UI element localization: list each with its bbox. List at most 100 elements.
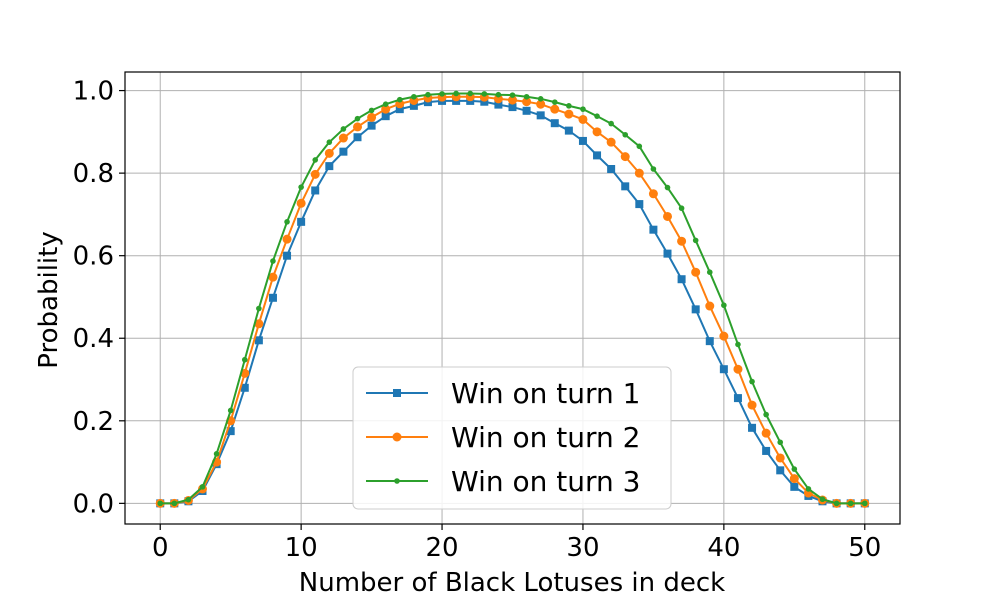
series-3-point [453, 90, 459, 97]
y-tick-label: 0.4 [73, 324, 114, 354]
series-1-point [311, 186, 320, 195]
series-3-point [692, 237, 699, 244]
series-3-point [270, 258, 276, 264]
y-axis-ticks: 0.0 0.2 0.4 0.6 0.8 1.0 [73, 77, 125, 519]
y-tick-label: 0.0 [73, 489, 114, 519]
series-1-point [395, 105, 404, 114]
series-3-point [241, 356, 248, 363]
series-3-point [566, 103, 572, 109]
series-3-point [664, 184, 671, 191]
series-1-point [635, 200, 644, 209]
series-1-point [283, 251, 292, 260]
legend-label: Win on turn 3 [451, 465, 640, 498]
series-3-point [396, 96, 403, 103]
x-axis-label: Number of Black Lotuses in deck [299, 568, 725, 598]
series-3-point [157, 500, 164, 507]
legend-label: Win on turn 1 [451, 377, 640, 410]
series-1-point [691, 305, 700, 314]
series-3-point [284, 219, 290, 225]
series-3-point [551, 99, 558, 105]
legend-swatch-marker [393, 389, 401, 397]
series-1-point [339, 147, 348, 156]
series-3-point [847, 500, 854, 507]
series-1-point [550, 119, 559, 128]
series-2-point [691, 267, 701, 277]
series-1-point [297, 217, 306, 226]
legend-swatch-marker [392, 432, 402, 442]
legend-item-1: Win on turn 1 [366, 377, 640, 410]
series-1-point [593, 151, 602, 160]
series-2-point [719, 331, 729, 341]
series-3-point [199, 484, 206, 490]
series-1-point [705, 337, 714, 346]
series-1-point [254, 336, 263, 345]
x-tick-label: 40 [707, 533, 740, 563]
series-1-point [607, 165, 616, 174]
series-3-point [213, 451, 220, 457]
y-tick-label: 0.8 [73, 159, 114, 189]
series-2-point [508, 95, 517, 105]
series-1-point [621, 182, 630, 191]
series-2-point [747, 400, 757, 410]
series-1-point [733, 394, 742, 403]
legend-swatch-marker [394, 478, 400, 484]
plot-frame [124, 71, 901, 525]
series-1-point [762, 446, 771, 455]
series-3-point [368, 107, 375, 114]
series-2-point [310, 169, 320, 179]
series-1-point [748, 423, 757, 432]
series-2-point [677, 236, 687, 246]
series-2-point [663, 211, 672, 221]
series-3-point [791, 466, 798, 472]
series-3-point [523, 93, 530, 100]
series-1-point [226, 427, 235, 436]
series-2-point [648, 189, 658, 199]
series-3-point [636, 143, 643, 150]
series-group [155, 90, 870, 508]
series-3-point [298, 184, 304, 190]
series-1-point [536, 111, 545, 120]
series-3-point [763, 411, 769, 418]
legend-item-2: Win on turn 2 [366, 421, 640, 454]
series-3-point [185, 496, 192, 503]
series-3-point [735, 341, 741, 348]
series-1-point [578, 136, 587, 145]
series-3-point [326, 139, 333, 145]
series-3-point [171, 500, 178, 507]
legend: Win on turn 1 Win on turn 2 Win on turn 3 [352, 366, 672, 510]
series-1-point [367, 121, 376, 130]
series-3-point [439, 91, 445, 97]
series-2-point [592, 127, 602, 137]
legend-item-3: Win on turn 3 [366, 465, 640, 498]
series-1-point [268, 293, 277, 302]
series-2-point [620, 152, 630, 162]
series-3-point [678, 205, 685, 212]
series-3-point [537, 96, 544, 102]
series-1-point [663, 249, 672, 258]
series-3-point [833, 500, 840, 507]
series-3-point [777, 439, 784, 446]
series-1-point [564, 126, 573, 135]
grid-lines [125, 72, 900, 524]
series-2-point [606, 137, 616, 147]
series-2-point [634, 168, 644, 178]
series-1-point [719, 365, 728, 374]
y-tick-label: 1.0 [73, 77, 114, 107]
series-1-point [381, 112, 390, 121]
series-2-point [493, 94, 503, 104]
x-tick-label: 10 [285, 533, 318, 563]
x-axis-ticks: 0 10 20 30 40 50 [152, 524, 881, 563]
x-tick-label: 0 [152, 533, 169, 563]
series-3 [157, 90, 868, 507]
series-3-point [340, 126, 347, 132]
series-3-point [495, 91, 502, 98]
series-2-point [282, 234, 292, 244]
series-2-point [789, 474, 799, 484]
series-2-point [536, 99, 546, 109]
series-1-point [790, 482, 799, 491]
series-2-point [268, 272, 278, 282]
series-3-point [650, 166, 657, 172]
series-2-point [381, 104, 391, 114]
series-2-point [733, 364, 743, 374]
y-axis-label: Probability [34, 231, 64, 368]
